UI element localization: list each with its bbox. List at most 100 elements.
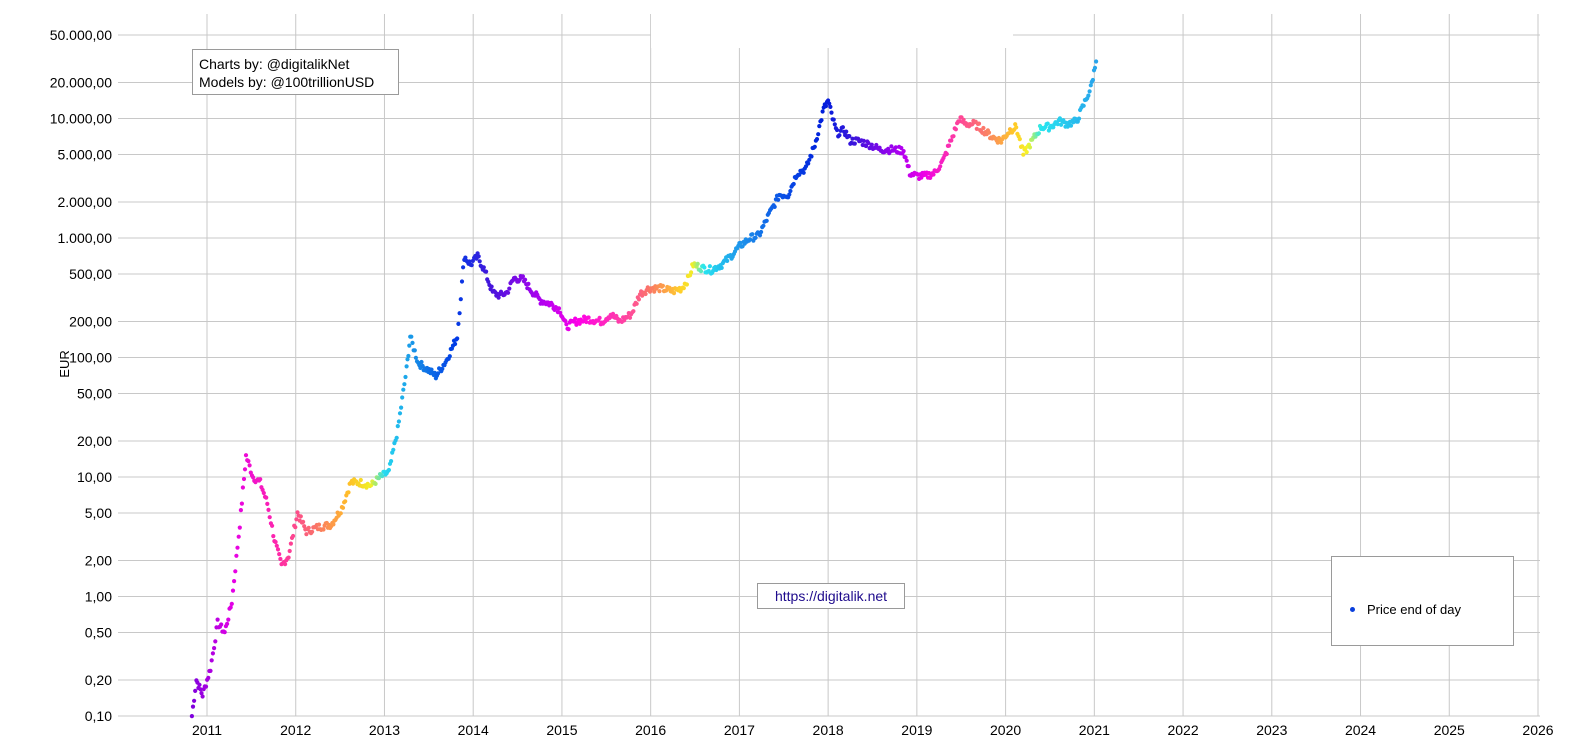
price-point [395, 424, 400, 429]
price-point [953, 127, 959, 132]
price-point [904, 158, 909, 163]
price-point [463, 255, 468, 260]
y-tick-label: 50,00 [77, 385, 112, 401]
price-point [212, 646, 217, 651]
price-point [1068, 123, 1074, 128]
price-point [456, 321, 461, 326]
price-point [889, 144, 894, 149]
price-point [206, 675, 211, 681]
x-tick-label: 2020 [990, 722, 1021, 738]
price-point [346, 490, 351, 495]
x-axis-ticks: 2011 2012 2013 2014 2015 2016 2017 2018 2019 2020… [192, 722, 1554, 738]
price-point [197, 682, 202, 687]
price-point [634, 301, 639, 306]
price-point [270, 523, 275, 528]
website-link[interactable]: https://digitalik.net [757, 583, 905, 609]
price-point [294, 517, 299, 522]
y-tick-label: 0,50 [85, 624, 112, 640]
y-tick-label: 100,00 [69, 350, 112, 366]
price-point [1024, 150, 1029, 155]
credits-charts: Charts by: @digitalikNet [199, 56, 350, 72]
y-tick-label: 20,00 [77, 433, 112, 449]
price-point [636, 297, 642, 302]
price-point [405, 357, 410, 362]
price-point [396, 419, 401, 424]
price-point [287, 548, 292, 554]
chart-legend: Price end of day [1331, 556, 1514, 646]
price-point [264, 495, 269, 500]
price-point [213, 639, 218, 644]
price-point [267, 515, 272, 520]
price-point [753, 235, 758, 240]
price-point [957, 119, 962, 124]
price-point [288, 541, 293, 546]
price-point [1013, 122, 1018, 127]
price-point [671, 291, 677, 296]
price-point [233, 569, 238, 574]
price-point [812, 144, 817, 149]
price-point [413, 355, 418, 360]
price-point [949, 138, 954, 143]
legend-item[interactable]: Price end of day [1350, 602, 1461, 617]
price-point [407, 343, 412, 348]
price-point [1092, 65, 1098, 70]
price-point [837, 133, 842, 138]
x-tick-label: 2017 [724, 722, 755, 738]
price-point [976, 121, 982, 126]
price-point [1088, 83, 1093, 88]
price-point [304, 532, 309, 537]
price-point [399, 405, 404, 410]
price-point [486, 279, 491, 284]
price-point [788, 188, 793, 194]
price-point [251, 475, 256, 480]
price-point [652, 289, 657, 294]
credits-models: Models by: @100trillionUSD [199, 74, 375, 90]
price-point [761, 223, 766, 228]
price-point [1059, 122, 1064, 127]
price-point [496, 295, 501, 300]
price-point [844, 129, 849, 134]
price-point [866, 140, 871, 146]
price-point [1071, 120, 1076, 125]
x-tick-label: 2021 [1079, 722, 1110, 738]
price-point [864, 143, 869, 149]
price-point [747, 237, 753, 242]
price-point [627, 315, 633, 320]
price-point [507, 286, 512, 291]
price-point [481, 265, 486, 270]
price-point [208, 668, 213, 674]
price-point [901, 149, 906, 154]
price-point [447, 354, 452, 359]
price-point [391, 447, 396, 452]
price-point [234, 553, 239, 558]
price-point [667, 285, 672, 290]
price-point [850, 136, 855, 141]
price-point [1027, 145, 1033, 150]
price-point [229, 601, 234, 607]
price-point [1017, 137, 1022, 142]
price-point [484, 269, 489, 274]
price-point [631, 309, 636, 314]
price-point [1014, 125, 1019, 130]
price-point [564, 322, 569, 327]
price-point [476, 254, 481, 259]
price-point [660, 283, 666, 288]
price-point [489, 284, 494, 289]
price-point [757, 233, 763, 238]
price-point [597, 315, 602, 320]
price-point [291, 533, 296, 539]
price-point [817, 124, 822, 129]
price-point [814, 137, 820, 142]
price-point [275, 547, 281, 552]
price-point [806, 161, 811, 166]
price-point [719, 265, 724, 270]
price-point [209, 658, 214, 663]
price-point [358, 477, 363, 483]
price-point [974, 126, 979, 131]
price-point [986, 130, 992, 135]
x-tick-label: 2013 [369, 722, 400, 738]
price-point [286, 555, 291, 560]
price-point [440, 366, 445, 371]
price-point [283, 562, 288, 567]
